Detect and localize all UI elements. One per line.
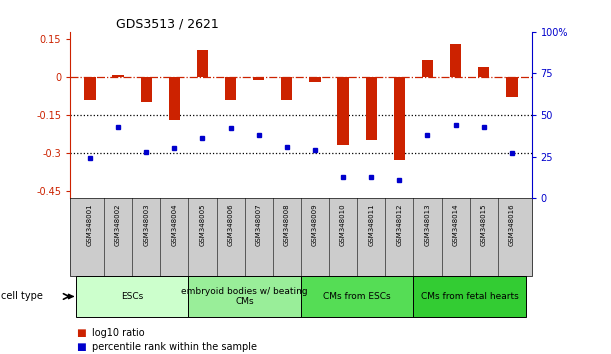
Bar <box>281 77 293 100</box>
Text: GSM348016: GSM348016 <box>509 204 515 246</box>
Bar <box>141 77 152 102</box>
FancyBboxPatch shape <box>70 198 532 276</box>
Bar <box>450 45 461 77</box>
Text: GSM348004: GSM348004 <box>171 204 177 246</box>
Text: ■: ■ <box>76 328 86 338</box>
Bar <box>84 77 95 100</box>
FancyBboxPatch shape <box>188 276 301 317</box>
Bar <box>337 77 349 145</box>
Text: percentile rank within the sample: percentile rank within the sample <box>92 342 257 352</box>
Bar <box>112 75 123 77</box>
Text: GSM348008: GSM348008 <box>284 204 290 246</box>
Text: GSM348005: GSM348005 <box>199 204 205 246</box>
Text: GSM348012: GSM348012 <box>397 204 403 246</box>
FancyBboxPatch shape <box>76 276 188 317</box>
Text: GSM348009: GSM348009 <box>312 204 318 246</box>
Bar <box>225 77 236 100</box>
Bar <box>169 77 180 120</box>
Text: cell type: cell type <box>1 291 43 302</box>
Text: log10 ratio: log10 ratio <box>92 328 144 338</box>
Bar <box>197 50 208 77</box>
Bar <box>393 77 405 160</box>
FancyBboxPatch shape <box>414 276 526 317</box>
Text: ESCs: ESCs <box>121 292 143 301</box>
Text: GSM348007: GSM348007 <box>256 204 262 246</box>
Text: GSM348006: GSM348006 <box>227 204 233 246</box>
Text: GSM348010: GSM348010 <box>340 204 346 246</box>
Text: GSM348015: GSM348015 <box>481 204 487 246</box>
Bar <box>253 77 265 80</box>
Text: GDS3513 / 2621: GDS3513 / 2621 <box>117 18 219 31</box>
Text: GSM348014: GSM348014 <box>453 204 459 246</box>
Bar <box>365 77 377 140</box>
Text: CMs from fetal hearts: CMs from fetal hearts <box>421 292 519 301</box>
Text: GSM348013: GSM348013 <box>425 204 431 246</box>
Text: ■: ■ <box>76 342 86 352</box>
Text: CMs from ESCs: CMs from ESCs <box>323 292 391 301</box>
Bar <box>507 77 518 97</box>
Text: GSM348011: GSM348011 <box>368 204 375 246</box>
Text: GSM348003: GSM348003 <box>143 204 149 246</box>
Bar <box>422 59 433 77</box>
Text: GSM348001: GSM348001 <box>87 204 93 246</box>
Text: GSM348002: GSM348002 <box>115 204 121 246</box>
FancyBboxPatch shape <box>301 276 414 317</box>
Bar <box>309 77 321 82</box>
Text: embryoid bodies w/ beating
CMs: embryoid bodies w/ beating CMs <box>181 287 308 306</box>
Bar <box>478 67 489 77</box>
